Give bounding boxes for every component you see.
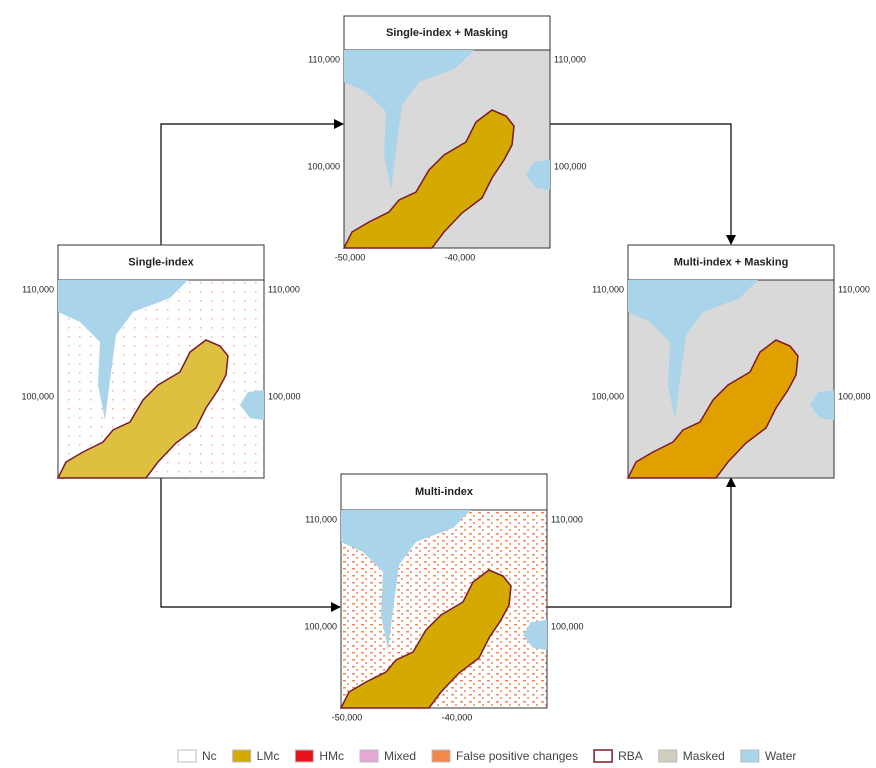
y-label-right: 100,000 [838,391,871,401]
y-label-left: 110,000 [592,284,624,294]
title-box [343,15,551,51]
legend-swatch [294,749,314,763]
y-label-left: 110,000 [305,514,337,524]
y-label-left: 100,000 [591,391,624,401]
y-label-left: 100,000 [21,391,54,401]
x-label: -40,000 [442,712,473,722]
y-label-right: 110,000 [838,284,870,294]
legend-label: RBA [618,749,643,763]
burned-area [339,569,512,709]
legend-label: Masked [683,749,725,763]
arrows [160,119,736,612]
y-label-right: 110,000 [554,54,586,64]
y-label-right: 110,000 [268,284,300,294]
legend-label: LMc [257,749,280,763]
legend-label: Mixed [384,749,416,763]
map-panel: Multi-index 110,000 100,000 110,000 100,000 -… [304,473,584,722]
panels: Single-index + Masking 110,000 100,000 110,… [21,15,871,722]
title-box [340,473,548,511]
panel-title: Single-index [128,256,194,268]
lake [523,620,547,650]
y-label-left: 100,000 [307,161,340,171]
legend-label: Water [765,749,797,763]
legend-label: False positive changes [456,749,578,763]
legend-label: Nc [202,749,217,763]
y-label-right: 100,000 [551,621,584,631]
arrow [550,123,736,245]
water [341,510,471,650]
water [344,50,474,190]
panel-title: Single-index + Masking [386,27,508,39]
panel-title: Multi-index [415,486,474,498]
legend-swatch [740,749,760,763]
map-panel: Multi-index + Masking 110,000 100,000 110,0… [591,244,871,479]
legend-swatch [232,749,252,763]
legend: Nc LMc HMc Mixed False positive changes RBA Ma… [177,749,797,763]
y-label-right: 100,000 [554,161,587,171]
water [58,280,188,420]
lake [810,390,834,420]
x-label: -50,000 [332,712,363,722]
title-box [57,244,265,281]
burned-area [626,339,799,479]
arrow [160,119,344,245]
legend-swatch [658,749,678,763]
burned-area [56,339,229,479]
arrow [547,477,736,608]
burned-area [342,109,515,249]
y-label-left: 100,000 [304,621,337,631]
legend-label: HMc [319,749,344,763]
legend-swatch [593,749,613,763]
x-label: -50,000 [335,252,366,262]
lake [240,390,264,420]
lake [526,160,550,190]
map-panel: Single-index 110,000 100,000 110,000 100,000 [21,244,301,479]
water [628,280,758,420]
y-label-left: 110,000 [308,54,340,64]
y-label-right: 100,000 [268,391,301,401]
x-label: -40,000 [445,252,476,262]
arrow [160,477,341,612]
map-panel: Single-index + Masking 110,000 100,000 110,… [307,15,587,262]
y-label-left: 110,000 [22,284,54,294]
panel-title: Multi-index + Masking [674,256,789,268]
legend-swatch [177,749,197,763]
y-label-right: 110,000 [551,514,583,524]
legend-swatch [359,749,379,763]
legend-swatch [431,749,451,763]
